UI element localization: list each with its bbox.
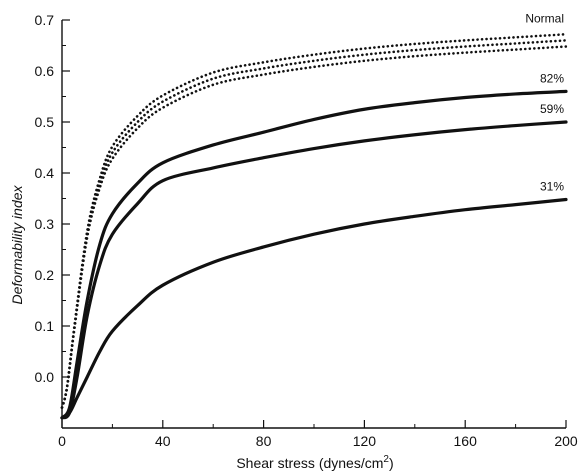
- x-axis-title-main: Shear stress (dynes/cm: [236, 455, 383, 471]
- series-line-82-percent: [60, 89, 568, 420]
- series-line-normal-band: [60, 32, 568, 409]
- series-lines: [60, 32, 568, 420]
- x-axis-title-suffix: ): [389, 455, 394, 471]
- x-axis-title: Shear stress (dynes/cm2): [236, 454, 393, 471]
- x-tick-label: 0: [58, 433, 66, 449]
- series-line-normal-band: [60, 45, 568, 409]
- y-tick-label: 0.0: [35, 369, 55, 385]
- y-tick-label: 0.2: [35, 267, 55, 283]
- series-label-59-percent: 59%: [540, 102, 564, 116]
- x-tick-label: 40: [155, 433, 171, 449]
- y-tick-label: 0.4: [35, 165, 55, 181]
- x-tick-label: 160: [454, 433, 478, 449]
- series-label-normal: Normal: [525, 11, 564, 25]
- series-label-31-percent: 31%: [540, 180, 564, 194]
- x-axis-title-superscript: 2: [383, 454, 389, 465]
- y-axis-title: Deformability index: [9, 184, 25, 304]
- series-line-31-percent: [60, 197, 568, 420]
- series-label-82-percent: 82%: [540, 71, 564, 85]
- series-line-59-percent: [60, 120, 568, 420]
- x-tick-label: 120: [353, 433, 377, 449]
- y-tick-label: 0.3: [35, 216, 55, 232]
- series-line-normal: [60, 39, 568, 409]
- y-tick-label: 0.1: [35, 318, 55, 334]
- x-tick-label: 80: [256, 433, 272, 449]
- axes: [61, 20, 566, 429]
- series-labels: Normal 82% 59% 31%: [525, 11, 564, 193]
- x-tick-label: 200: [554, 433, 578, 449]
- y-tick-label: 0.6: [35, 63, 55, 79]
- y-tick-label: 0.7: [35, 12, 55, 28]
- ticks: 0.0 0.1 0.2 0.3 0.4 0.5 0.6 0.7 0 40 80 120 160 200: [35, 12, 578, 449]
- y-tick-label: 0.5: [35, 114, 55, 130]
